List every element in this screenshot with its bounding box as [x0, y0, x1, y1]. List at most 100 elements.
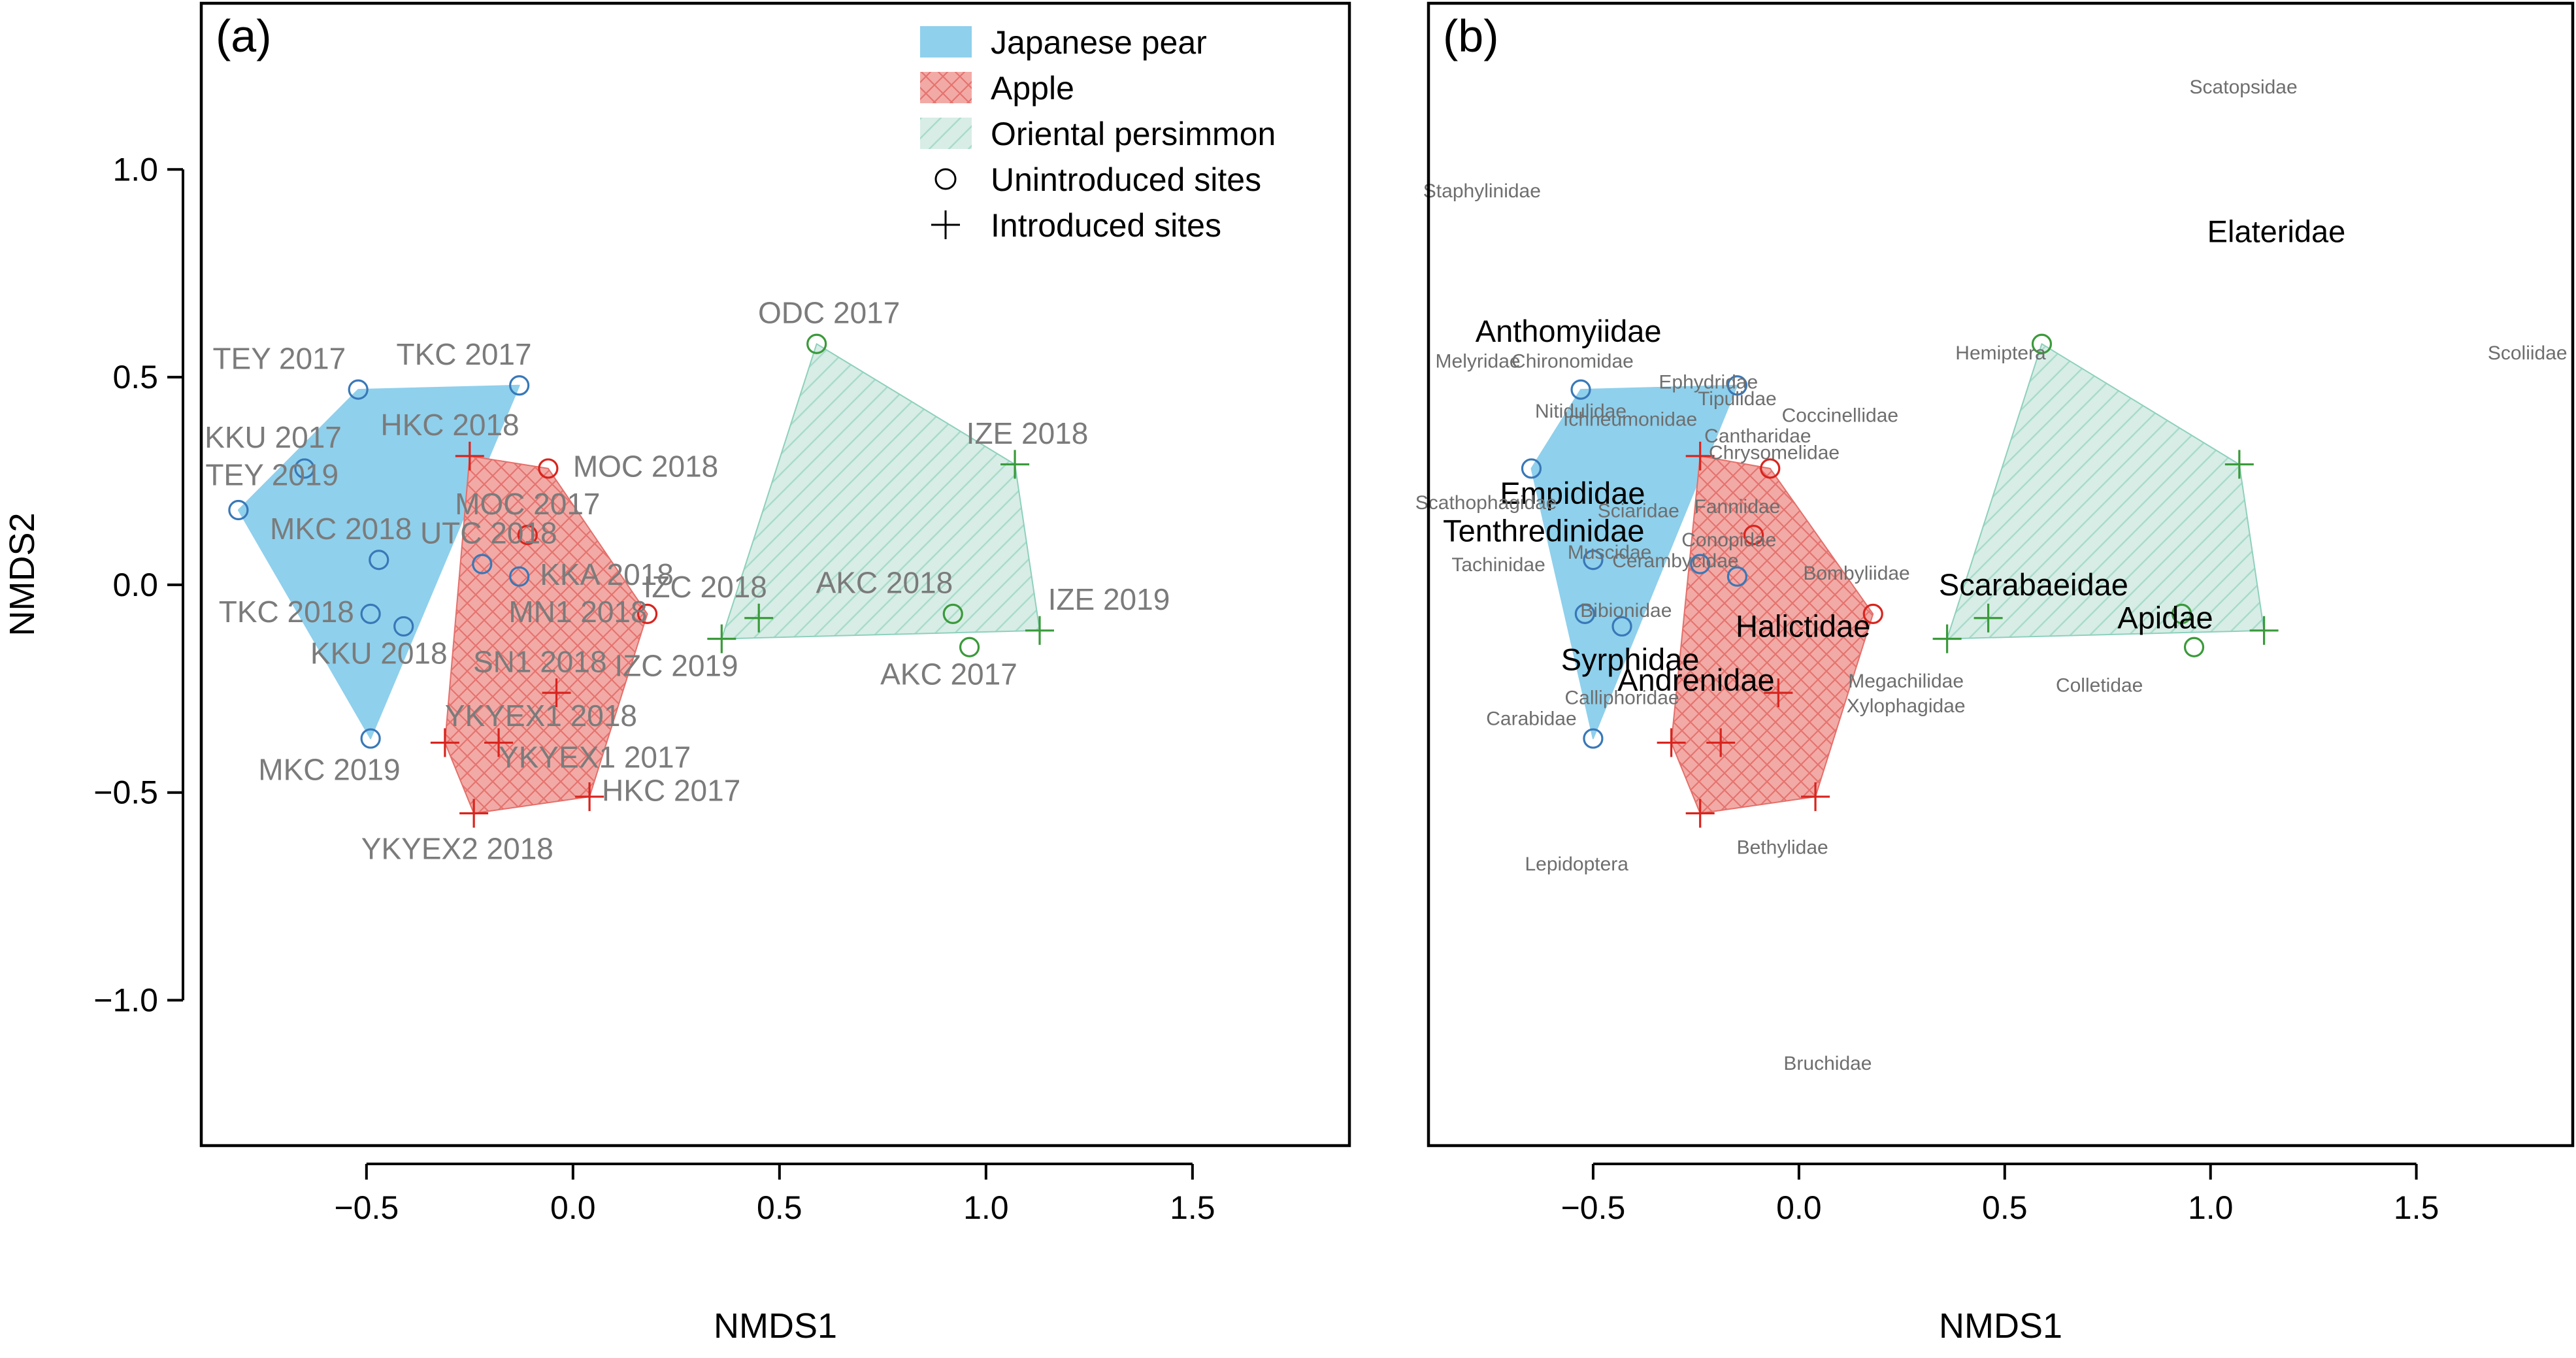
- site-label: MOC 2018: [573, 450, 718, 484]
- site-point-unintroduced: [1760, 458, 1781, 479]
- taxon-label: Andrenidae: [1617, 663, 1774, 697]
- taxon-label: Cantharidae: [1704, 425, 1811, 447]
- site-point-unintroduced: [2183, 637, 2205, 657]
- taxon-label: Scarabaeidae: [1939, 567, 2128, 602]
- site-label: TEY 2017: [212, 341, 346, 375]
- taxon-label: Anthomyiidae: [1476, 314, 1662, 348]
- site-point-unintroduced: [1862, 603, 1883, 624]
- taxon-label: Elateridae: [2207, 214, 2346, 249]
- site-label: KKU 2018: [310, 637, 448, 671]
- site-point-introduced: [430, 728, 459, 757]
- taxon-label: Chrysomelidae: [1709, 442, 1840, 463]
- taxon-label: Lepidoptera: [1525, 853, 1629, 875]
- legend-label: Apple: [991, 70, 1074, 107]
- site-point-introduced: [1801, 782, 1830, 812]
- taxon-label: Ephydridae: [1659, 371, 1758, 393]
- site-label: MKC 2019: [258, 753, 400, 787]
- taxon-label: Halictidae: [1736, 608, 1870, 643]
- site-point-introduced: [2249, 616, 2279, 645]
- site-label: AKC 2018: [816, 566, 953, 600]
- legend-plus-symbol: [931, 210, 960, 239]
- site-label: MKC 2018: [270, 512, 412, 546]
- plot-frame: [199, 1, 1351, 1148]
- taxon-label: Megachilidae: [1848, 671, 1964, 692]
- x-axis-label: NMDS1: [1939, 1306, 2062, 1346]
- site-point-unintroduced: [1743, 525, 1764, 546]
- taxon-label: Tachinidae: [1451, 554, 1545, 576]
- site-label: MOC 2017: [455, 487, 600, 521]
- x-tick-label: 1.0: [963, 1189, 1009, 1226]
- site-label: IZC 2018: [644, 570, 767, 604]
- site-point-unintroduced: [393, 616, 414, 637]
- panel-label: (b): [1443, 10, 1499, 61]
- legend-circle-symbol: [934, 168, 957, 190]
- site-point-unintroduced: [636, 603, 658, 624]
- legend-label: Introduced sites: [991, 207, 1221, 244]
- site-point-unintroduced: [1583, 728, 1604, 749]
- site-label: AKC 2017: [880, 657, 1017, 691]
- taxon-label: Nitidulidae: [1535, 401, 1627, 422]
- taxon-label: Tenthredinidae: [1443, 513, 1644, 548]
- site-label: IZC 2019: [614, 649, 738, 683]
- taxon-label: Bibionidae: [1580, 600, 1672, 621]
- hull-pear: [237, 384, 520, 740]
- point-layer-a: [228, 333, 1054, 828]
- taxon-label: Cerambycidae: [1612, 550, 1738, 572]
- taxon-label: Melyridae: [1436, 351, 1521, 373]
- hull-layer-b: [1530, 343, 2265, 814]
- site-point-unintroduced: [2031, 333, 2053, 354]
- site-point-introduced: [455, 441, 484, 471]
- site-point-introduced: [2224, 450, 2254, 479]
- axes-a: −0.5 0.0 0.5 1.0 1.5 −1.0 −0.5 0.0 0.5 1.0 NMDS1 NM…: [3, 1, 1351, 1346]
- site-point-introduced: [744, 603, 774, 633]
- taxon-label: Empididae: [1500, 476, 1645, 510]
- site-point-unintroduced: [1583, 550, 1604, 571]
- site-point-introduced: [1000, 450, 1030, 479]
- site-label: TKC 2018: [219, 595, 354, 629]
- site-label: YKYEX1 2018: [445, 699, 637, 733]
- legend-swatch-apple: [920, 72, 972, 103]
- taxon-label: Scathophagidae: [1415, 492, 1557, 514]
- x-tick-label: 0.0: [1776, 1189, 1822, 1226]
- taxon-label: Scatopsidae: [2190, 76, 2298, 98]
- site-point-introduced: [1657, 728, 1686, 757]
- taxon-label: Bombyliidae: [1803, 563, 1909, 584]
- panel-label: (a): [216, 10, 272, 61]
- site-point-unintroduced: [517, 525, 538, 546]
- y-tick-label: −1.0: [93, 982, 158, 1019]
- site-point-unintroduced: [294, 458, 315, 479]
- site-label: HKC 2017: [602, 773, 740, 807]
- legend-label: Unintroduced sites: [991, 161, 1261, 198]
- site-point-unintroduced: [509, 375, 530, 396]
- site-label: YKYEX2 2018: [361, 831, 553, 865]
- taxon-label: Colletidae: [2056, 674, 2143, 696]
- point-layer-b: [1521, 333, 2279, 828]
- hull-layer-a: [237, 343, 1040, 814]
- taxon-label: Xylophagidae: [1847, 695, 1966, 717]
- legend-swatch-pear: [920, 26, 972, 58]
- site-point-introduced: [1973, 603, 2003, 633]
- site-point-unintroduced: [959, 637, 980, 657]
- site-point-unintroduced: [942, 603, 963, 624]
- x-axis-label: NMDS1: [714, 1306, 837, 1346]
- taxon-label: Fanniidae: [1694, 496, 1781, 518]
- y-tick-label: 1.0: [112, 151, 158, 188]
- site-point-unintroduced: [538, 458, 559, 479]
- x-tick-label: 0.5: [757, 1189, 802, 1226]
- site-label: SN1 2018: [473, 644, 607, 678]
- site-point-unintroduced: [1726, 566, 1747, 587]
- site-point-unintroduced: [1521, 458, 1542, 479]
- site-point-unintroduced: [1690, 554, 1711, 574]
- site-point-introduced: [542, 678, 571, 708]
- site-point-unintroduced: [1574, 603, 1595, 624]
- site-label: IZE 2019: [1048, 582, 1170, 616]
- x-tick-label: 1.5: [2394, 1189, 2439, 1226]
- site-point-unintroduced: [360, 728, 381, 749]
- site-point-introduced: [1685, 441, 1715, 471]
- taxon-label: Bruchidae: [1783, 1053, 1872, 1074]
- site-point-unintroduced: [1611, 616, 1632, 637]
- site-label: TKC 2017: [396, 337, 531, 371]
- x-tick-label: 0.0: [550, 1189, 596, 1226]
- axes-b: −0.5 0.0 0.5 1.0 1.5 NMDS1 (b): [1427, 1, 2575, 1346]
- site-point-unintroduced: [472, 554, 493, 574]
